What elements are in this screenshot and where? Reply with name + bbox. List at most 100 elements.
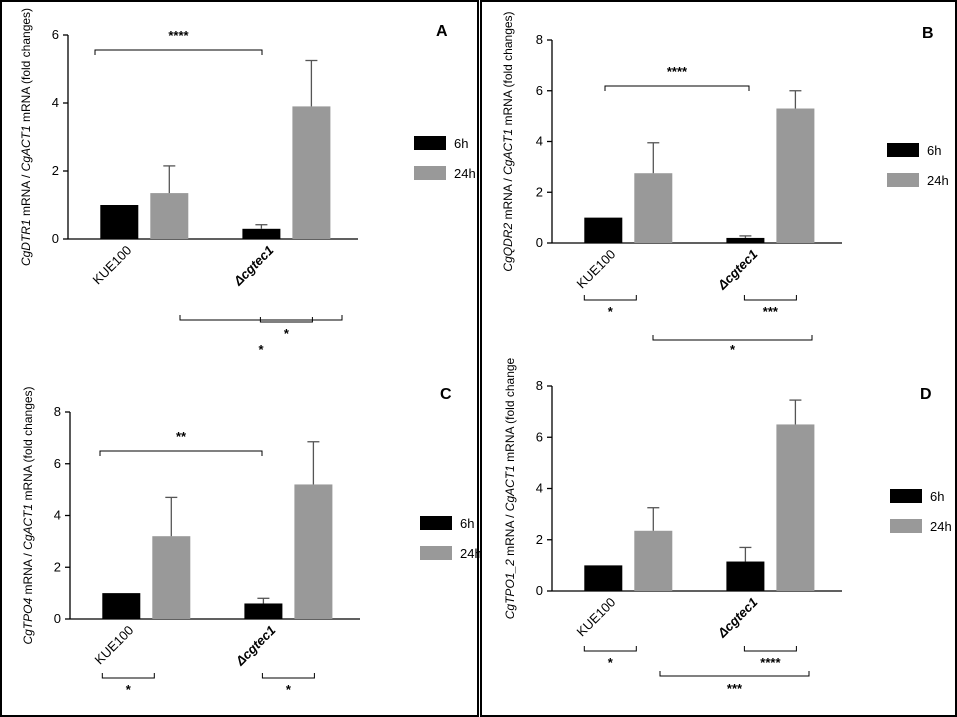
- x-tick-label: Δcgtec1: [714, 247, 761, 294]
- bar-6h-cgtec1: [242, 228, 281, 239]
- panel-letter: D: [920, 386, 932, 403]
- y-label-ref: CgACT1: [21, 504, 35, 550]
- bar-24h-KUE100: [634, 530, 673, 591]
- y-axis-label: CgQDR2 mRNA / CgACT1 mRNA (fold changes): [501, 11, 515, 271]
- y-tick-label: 0: [536, 235, 543, 250]
- x-tick-label: KUE100: [90, 243, 135, 288]
- y-tick-label: 6: [536, 83, 543, 98]
- legend-swatch-24h: [887, 173, 919, 187]
- y-tick-label: 4: [536, 481, 543, 496]
- significance-bracket: [652, 335, 813, 341]
- bar-6h-cgtec1: [244, 603, 283, 619]
- legend-label-24h: 24h: [454, 166, 476, 181]
- bar-6h-cgtec1: [726, 561, 765, 591]
- y-label-gene: CgTPO4: [21, 598, 35, 645]
- y-tick-label: 2: [536, 184, 543, 199]
- legend-label-6h: 6h: [927, 143, 941, 158]
- y-label-tail: mRNA (fold changes): [21, 386, 35, 503]
- bar-24h-cgtec1: [294, 484, 333, 619]
- chart-panel-b: 0 2 4 6 8 CgQDR2 mRNA / CgACT1 mRNA (fold cha…: [501, 11, 949, 357]
- significance-label: *: [258, 342, 264, 357]
- significance-bracket: [261, 673, 315, 679]
- significance-bracket: [101, 673, 155, 679]
- y-tick-label: 0: [54, 611, 61, 626]
- y-tick-label: 2: [536, 532, 543, 547]
- legend-swatch-24h: [420, 546, 452, 560]
- y-label-tail: mRNA (fold change: [503, 357, 517, 465]
- bar-6h-KUE100: [584, 217, 623, 243]
- significance-label: ****: [168, 28, 189, 43]
- y-label-text: mRNA /: [21, 550, 35, 598]
- legend-label-6h: 6h: [930, 489, 944, 504]
- bar-6h-KUE100: [584, 565, 623, 591]
- x-tick-label: KUE100: [574, 595, 619, 640]
- bar-24h-KUE100: [152, 536, 191, 619]
- legend-label-6h: 6h: [460, 516, 474, 531]
- significance-bracket: [743, 295, 797, 301]
- y-label-ref: CgACT1: [503, 465, 517, 511]
- significance-bracket: [583, 295, 637, 301]
- y-tick-label: 6: [54, 456, 61, 471]
- bar-24h-cgtec1: [776, 108, 815, 243]
- legend-label-24h: 24h: [460, 546, 482, 561]
- y-tick-label: 2: [54, 559, 61, 574]
- significance-label: **: [176, 429, 187, 444]
- y-label-text: mRNA /: [501, 175, 515, 223]
- significance-bracket: [94, 49, 263, 55]
- legend-swatch-6h: [414, 136, 446, 150]
- bar-24h-KUE100: [150, 193, 189, 239]
- bar-6h-cgtec1: [726, 237, 765, 243]
- legend-label-24h: 24h: [930, 519, 952, 534]
- chart-panel-d: 0 2 4 6 8 CgTPO1_2 mRNA / CgACT1 mRNA (fold c…: [503, 357, 952, 696]
- y-tick-label: 4: [536, 134, 543, 149]
- y-label-gene: CgQDR2: [501, 223, 515, 272]
- significance-label: *: [608, 304, 614, 319]
- significance-label: *: [126, 682, 132, 697]
- legend-swatch-6h: [420, 516, 452, 530]
- y-tick-label: 4: [52, 95, 59, 110]
- y-label-gene: CgTPO1_2: [503, 559, 517, 619]
- y-label-text: mRNA /: [19, 171, 33, 219]
- significance-bracket: [604, 85, 750, 91]
- x-tick-label: Δcgtec1: [230, 243, 277, 290]
- significance-label: *: [730, 342, 736, 357]
- x-tick-label: Δcgtec1: [714, 595, 761, 642]
- legend-label-6h: 6h: [454, 136, 468, 151]
- y-label-ref: CgACT1: [501, 129, 515, 175]
- right-panel-frame: [480, 0, 957, 717]
- legend-swatch-6h: [887, 143, 919, 157]
- significance-bracket: [179, 315, 343, 321]
- bar-6h-KUE100: [102, 593, 141, 619]
- legend-swatch-24h: [890, 519, 922, 533]
- y-axis-label: CgDTR1 mRNA / CgACT1 mRNA (fold changes): [19, 8, 33, 266]
- y-tick-label: 4: [54, 508, 61, 523]
- panel-letter: A: [436, 23, 448, 40]
- y-tick-label: 0: [536, 583, 543, 598]
- bar-24h-cgtec1: [292, 106, 331, 240]
- significance-bracket: [583, 646, 637, 652]
- bar-24h-cgtec1: [776, 424, 815, 591]
- significance-label: ***: [727, 681, 743, 696]
- significance-bracket: [659, 671, 810, 677]
- y-label-tail: mRNA (fold changes): [501, 11, 515, 128]
- y-tick-label: 2: [52, 163, 59, 178]
- significance-bracket: [743, 646, 797, 652]
- panel-letter: C: [440, 386, 452, 403]
- significance-label: *: [286, 682, 292, 697]
- chart-panel-c: 0 2 4 6 8 CgTPO4 mRNA / CgACT1 mRNA (fold cha…: [21, 386, 482, 697]
- y-tick-label: 8: [536, 32, 543, 47]
- left-panel-frame: [0, 0, 479, 717]
- y-label-gene: CgDTR1: [19, 219, 33, 266]
- x-tick-label: KUE100: [574, 247, 619, 292]
- y-label-text: mRNA /: [503, 511, 517, 559]
- bar-6h-KUE100: [100, 205, 139, 239]
- y-tick-label: 6: [536, 429, 543, 444]
- y-tick-label: 6: [52, 27, 59, 42]
- y-axis-label: CgTPO4 mRNA / CgACT1 mRNA (fold changes): [21, 386, 35, 644]
- y-axis-label: CgTPO1_2 mRNA / CgACT1 mRNA (fold change: [503, 357, 517, 619]
- legend-label-24h: 24h: [927, 173, 949, 188]
- y-label-ref: CgACT1: [19, 125, 33, 171]
- x-tick-label: Δcgtec1: [232, 623, 279, 670]
